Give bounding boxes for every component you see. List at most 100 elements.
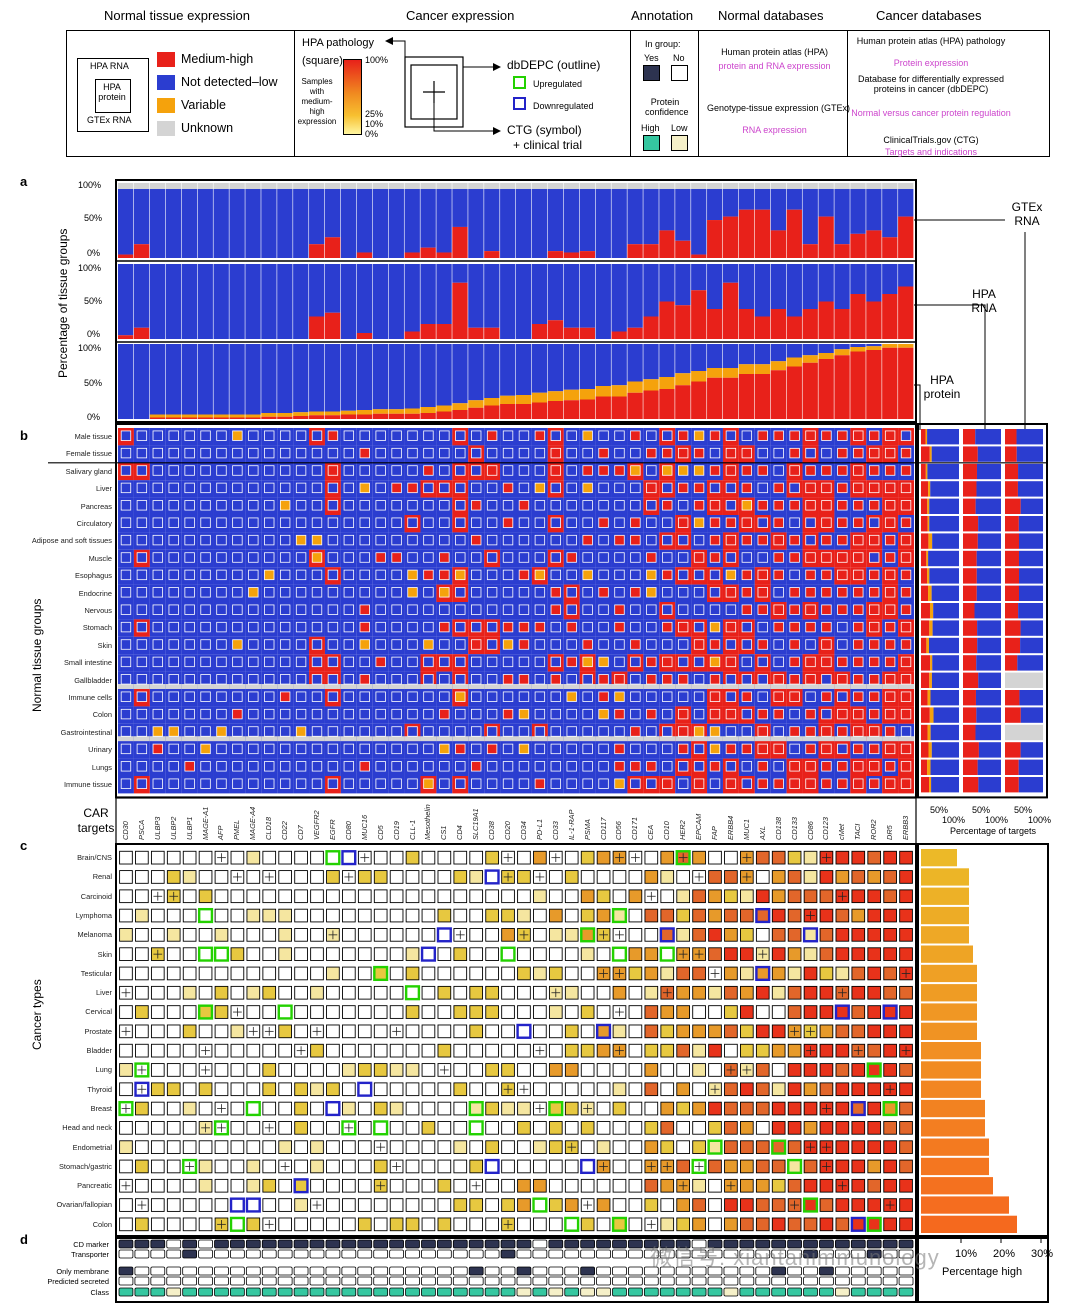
bar-hpa-rna-low (165, 264, 182, 339)
cancer-cell (851, 966, 866, 981)
tissue-cell-protein (295, 674, 307, 685)
tissue-label: Colon (92, 710, 112, 720)
tissue-label: Male tissue (74, 432, 112, 441)
annotation-cell (803, 1287, 818, 1297)
bar-hpa-protein-high (277, 416, 293, 419)
annotation-cell (755, 1266, 771, 1276)
tissue-cell-protein (884, 761, 896, 772)
tissue-cell-unknown (436, 736, 453, 742)
annotation-cell (755, 1287, 771, 1297)
bar-hpa-rna-low (340, 264, 357, 339)
tissue-cell-protein (486, 534, 498, 546)
tissue-cell-protein (869, 534, 880, 546)
tissue-cell-unknown (675, 736, 692, 742)
tissue-cell-protein (900, 691, 912, 702)
tissue-cell-unknown (181, 684, 198, 689)
cancer-cell (182, 947, 197, 961)
bar-hpa-protein-high (850, 351, 866, 419)
tissue-cell-protein (152, 674, 163, 685)
tissue-cell-protein (741, 517, 753, 528)
tissue-cell-protein (518, 761, 530, 772)
tissue-cell-protein (869, 430, 880, 441)
tissue-cell-unknown (818, 736, 835, 742)
side-bar-high (1005, 620, 1021, 636)
bar-hpa-protein-low (404, 344, 420, 409)
bar-gtex-rna-low (388, 189, 404, 258)
side-bar-high (1005, 585, 1019, 601)
annotation-cell (405, 1266, 420, 1276)
tissue-label: Small intestine (63, 658, 112, 668)
bar-hpa-protein-low (802, 344, 818, 356)
tissue-cell-protein (486, 517, 498, 528)
cancer-cell (485, 1101, 499, 1116)
bar-gtex-rna-high (579, 251, 595, 258)
cancer-cell (469, 908, 484, 923)
annotation-cell (405, 1239, 420, 1249)
tissue-cell-protein (232, 674, 243, 685)
annotation-cell (866, 1249, 882, 1259)
tissue-cell-protein (869, 726, 880, 737)
cancer-cell (135, 870, 149, 884)
annotation-cell (118, 1239, 134, 1249)
cancer-cell (755, 1024, 770, 1039)
cancer-cell (373, 850, 388, 865)
tissue-cell-protein (391, 517, 402, 528)
tissue-cell-protein (805, 639, 816, 650)
tissue-cell-protein (662, 569, 673, 581)
tissue-cell-protein (136, 517, 148, 528)
tissue-cell-protein (502, 621, 514, 633)
cancer-cell (851, 985, 866, 1000)
cancer-cell (708, 1159, 722, 1174)
tissue-cell-protein (343, 674, 355, 685)
bar-hpa-rna-high (786, 316, 802, 339)
cancer-cell (708, 1101, 722, 1116)
tissue-cell-protein (200, 656, 211, 668)
cancer-cell (533, 1140, 547, 1154)
tissue-cell-protein (853, 552, 864, 563)
cancer-cell (628, 1178, 643, 1193)
cancer-cell (580, 966, 595, 981)
bar-hpa-protein-low (563, 344, 580, 390)
cancer-cell (230, 1043, 245, 1058)
tissue-cell-protein (805, 778, 816, 789)
tissue-cell-protein (120, 708, 132, 720)
cancer-cell (501, 908, 515, 923)
cancer-cell (771, 1139, 787, 1155)
c-side-xtick-20: 20% (993, 1248, 1016, 1260)
tissue-cell-protein (455, 708, 466, 720)
tissue-cell-protein (455, 761, 466, 772)
cancer-cell (612, 1178, 627, 1193)
tissue-cell-protein (455, 587, 466, 598)
cancer-cell (389, 889, 404, 904)
side-bar-low (977, 637, 1001, 654)
a3-ytick-50: 50% (84, 378, 103, 388)
cancer-cell (405, 908, 420, 923)
cancer-cell (548, 1217, 563, 1232)
tissue-cell-protein (789, 621, 800, 633)
tissue-cell-protein (471, 621, 482, 633)
tissue-cell-unknown (643, 684, 660, 689)
tissue-cell-unknown (229, 736, 246, 742)
tissue-cell-protein (343, 778, 355, 789)
cancer-label: Stomach/gastric (59, 1161, 112, 1171)
cancer-label: Head and neck (62, 1123, 112, 1133)
tissue-cell-protein (248, 726, 259, 737)
tissue-cell-protein (677, 726, 689, 737)
tissue-cell-protein (295, 691, 307, 702)
annotation-cell (389, 1276, 404, 1286)
cancer-cell (692, 985, 706, 1000)
tissue-cell-protein (359, 465, 370, 476)
tissue-cell-protein (439, 726, 450, 737)
tissue-cell-unknown (118, 684, 134, 689)
cancer-cell (755, 889, 770, 904)
cancer-cell (485, 985, 499, 1000)
cancer-cell (533, 1005, 547, 1019)
cancer-cell (230, 1121, 245, 1135)
bar-hpa-rna-low (309, 264, 325, 317)
tissue-cell-protein (853, 569, 864, 581)
tissue-cell-protein (837, 691, 848, 702)
cancer-cell (867, 908, 882, 923)
cancer-cell (357, 908, 372, 923)
cancer-cell (628, 908, 643, 923)
annotation-cell (309, 1287, 325, 1297)
